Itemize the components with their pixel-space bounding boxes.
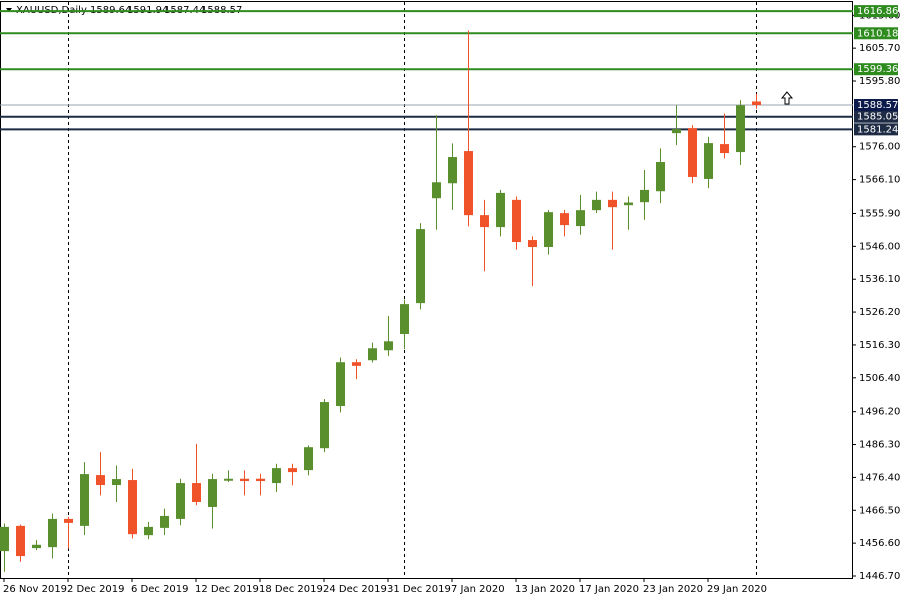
x-tick-label: 29 Jan 2020 [707,584,767,595]
y-tick-label: 1526.20 [859,307,900,318]
candle-body [192,483,201,502]
candle-body [64,518,73,523]
candle-body [592,199,601,211]
candle-body [208,479,217,507]
x-tick-label: 7 Jan 2020 [451,584,505,595]
candle-body [160,515,169,528]
candle-body [96,475,105,486]
candle-body [352,362,361,366]
price-label: 1588.57 [857,100,898,111]
y-tick-label: 1566.10 [859,175,900,186]
candle-body [416,229,425,304]
x-tick-label: 26 Nov 2019 [3,584,67,595]
candle-body [240,478,249,482]
level-label: 1616.86 [857,6,898,17]
candle-body [320,402,329,449]
candle-body [80,474,89,526]
candle-body [624,202,633,206]
candle-body [608,199,617,208]
y-tick-label: 1595.80 [859,76,900,87]
y-tick-label: 1516.30 [859,340,900,351]
level-label: 1581.24 [857,124,898,135]
candle-body [144,526,153,536]
candle-body [272,468,281,484]
candle-body [32,544,41,549]
y-tick-label: 1496.20 [859,407,900,418]
candle-body [544,212,553,248]
price-label-box [854,99,898,112]
y-tick-label: 1476.40 [859,472,900,483]
y-tick-label: 1486.30 [859,440,900,451]
x-tick-label: 12 Dec 2019 [195,584,259,595]
candle-body [400,304,409,334]
candle-body [512,199,521,243]
plot-frame [0,1,853,579]
level-label: 1599.36 [857,64,898,75]
y-tick-label: 1536.10 [859,274,900,285]
candle-body [256,478,265,482]
y-tick-label: 1456.60 [859,538,900,549]
candle-body [432,182,441,199]
candle-body [528,240,537,248]
x-tick-label: 23 Jan 2020 [643,584,703,595]
candle-body [464,151,473,216]
candle-body [304,447,313,471]
candle-body [176,483,185,519]
candle-body [128,480,137,535]
candle-body [640,189,649,203]
candle-body [560,213,569,226]
candle-body [48,518,57,548]
y-tick-label: 1466.50 [859,505,900,516]
candle-body [720,144,729,154]
candle-body [384,341,393,351]
level-label-box [854,123,898,136]
candle-body [672,129,681,134]
x-tick-label: 17 Jan 2020 [579,584,639,595]
level-label: 1585.05 [857,112,898,123]
level-label-box [854,110,898,123]
x-tick-label: 6 Dec 2019 [131,584,189,595]
x-tick-label: 2 Dec 2019 [67,584,125,595]
candle-body [736,105,745,153]
candle-body [368,348,377,361]
candle-body [576,210,585,227]
level-label-box [854,27,898,40]
x-tick-label: 24 Dec 2019 [323,584,387,595]
x-tick-label: 31 Dec 2019 [387,584,451,595]
candle-body [336,362,345,407]
candle-body [224,478,233,481]
level-label-box [854,63,898,76]
candle-body [112,479,121,486]
level-label: 1610.18 [857,28,898,39]
candle-body [496,192,505,228]
y-tick-label: 1446.70 [859,571,900,582]
y-tick-label: 1555.90 [859,208,900,219]
candle-body [288,468,297,473]
y-tick-label: 1546.00 [859,241,900,252]
x-tick-label: 18 Dec 2019 [259,584,323,595]
candle-body [656,162,665,192]
candle-body [752,101,761,106]
candle-body [688,128,697,177]
candle-body [480,215,489,228]
x-tick-label: 13 Jan 2020 [515,584,575,595]
arrow-icon [780,91,794,105]
y-tick-label: 1576.00 [859,142,900,153]
y-tick-label: 1605.70 [859,43,900,54]
level-label-box [854,5,898,18]
candle-body [16,525,25,557]
candle-body [448,157,457,184]
candle-body [704,143,713,179]
header-arrow [6,8,12,12]
candle-body [0,526,9,552]
y-tick-label: 1506.40 [859,373,900,384]
